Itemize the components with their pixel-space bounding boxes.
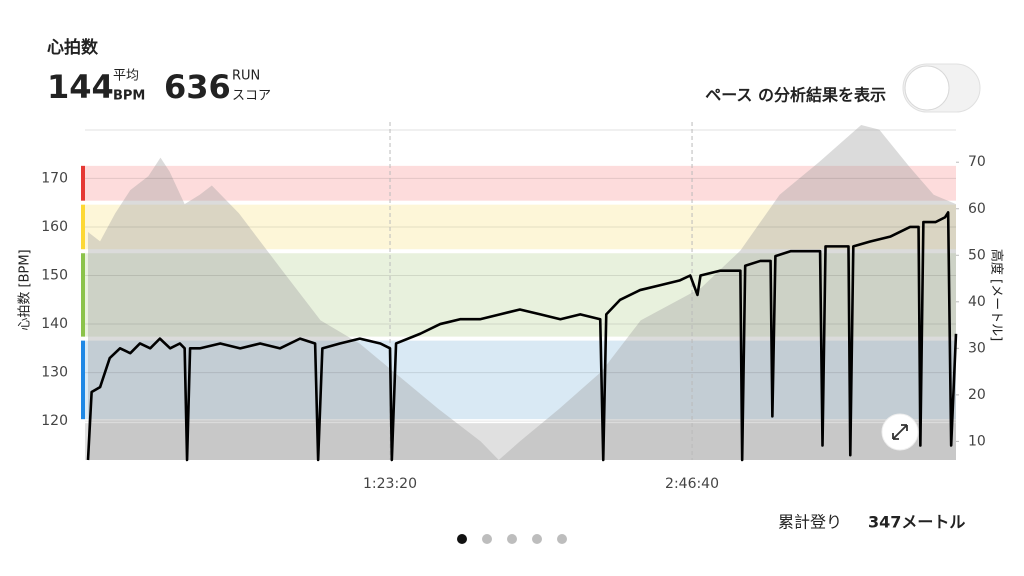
pager-dot[interactable] — [532, 534, 542, 544]
y2-tick-label: 50 — [968, 247, 986, 263]
title: 心拍数 — [47, 37, 99, 58]
plot: 120 130 140 150 160 170 10 20 30 40 50 60 70 1:23:20 2… — [18, 122, 1005, 492]
zone-strip — [81, 340, 85, 420]
zone-strip — [81, 204, 85, 250]
expand-icon — [892, 424, 908, 440]
x-tick-label: 2:46:40 — [665, 476, 719, 492]
elevation-area — [88, 125, 956, 460]
pager-dot[interactable] — [457, 534, 467, 544]
zone-band — [85, 165, 956, 201]
y-tick-label: 160 — [41, 219, 68, 235]
y2-tick-label: 10 — [968, 433, 986, 449]
y2-axis-title: 高度 [メートル] — [989, 249, 1005, 341]
avg-unit: BPM — [113, 89, 145, 104]
y2-tick-label: 70 — [968, 154, 986, 170]
y2-tick-label: 20 — [968, 387, 986, 403]
score-label: スコア — [232, 89, 271, 104]
climb-value: 347メートル — [868, 513, 965, 532]
avg-label: 平均 — [113, 69, 139, 84]
zone-strip — [81, 253, 85, 337]
pager[interactable] — [457, 534, 567, 544]
zone-band — [85, 204, 956, 250]
climb-label: 累計登り — [778, 513, 842, 532]
y2-tick-label: 30 — [968, 340, 986, 356]
score-label: RUN — [232, 69, 260, 84]
pager-dot[interactable] — [482, 534, 492, 544]
y-tick-label: 140 — [41, 316, 68, 332]
heart-rate-line — [86, 211, 958, 462]
y-tick-label: 150 — [41, 268, 68, 284]
toggle-knob[interactable] — [904, 65, 950, 111]
y2-tick-label: 60 — [968, 201, 986, 217]
zone-band — [85, 340, 956, 420]
toggle-label: ペース の分析結果を表示 — [705, 86, 886, 105]
y-tick-label: 130 — [41, 365, 68, 381]
y-tick-label: 120 — [41, 413, 68, 429]
toggle[interactable] — [902, 63, 981, 113]
zone-strip — [81, 165, 85, 201]
expand-button[interactable] — [881, 413, 919, 451]
y-axis-title: 心拍数 [BPM] — [18, 249, 33, 330]
avg-value: 144 — [47, 68, 114, 106]
zone-band — [85, 253, 956, 337]
y-tick-label: 170 — [41, 170, 68, 186]
y2-tick-label: 40 — [968, 294, 986, 310]
pager-dot[interactable] — [507, 534, 517, 544]
zone-band — [85, 423, 956, 460]
x-tick-label: 1:23:20 — [363, 476, 417, 492]
score-value: 636 — [164, 68, 231, 106]
pager-dot[interactable] — [557, 534, 567, 544]
